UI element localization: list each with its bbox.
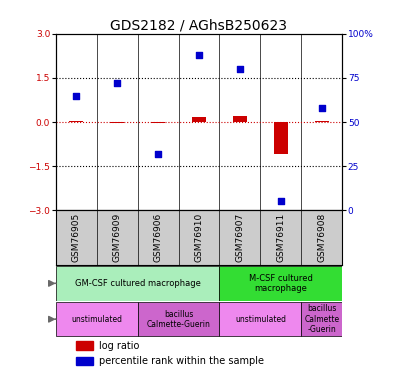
Text: unstimulated: unstimulated — [71, 315, 122, 324]
Point — [114, 80, 120, 86]
Text: GSM76906: GSM76906 — [154, 213, 162, 262]
Bar — [274, 122, 288, 154]
Text: GSM76908: GSM76908 — [317, 213, 326, 262]
Point — [237, 66, 243, 72]
Bar — [56, 302, 138, 336]
Bar — [233, 116, 247, 122]
Text: GSM76911: GSM76911 — [276, 213, 285, 262]
Bar — [76, 341, 93, 350]
Text: M-CSF cultured
macrophage: M-CSF cultured macrophage — [249, 274, 313, 293]
Bar — [138, 302, 219, 336]
Bar — [219, 266, 342, 301]
Point — [319, 105, 325, 111]
Bar — [219, 302, 301, 336]
Bar — [151, 122, 165, 123]
Text: percentile rank within the sample: percentile rank within the sample — [99, 356, 264, 366]
Text: log ratio: log ratio — [99, 340, 139, 351]
Title: GDS2182 / AGhsB250623: GDS2182 / AGhsB250623 — [111, 19, 287, 33]
Point — [278, 198, 284, 204]
Text: GSM76907: GSM76907 — [236, 213, 244, 262]
Point — [155, 151, 161, 157]
Bar — [301, 302, 342, 336]
Bar — [110, 122, 124, 123]
Text: unstimulated: unstimulated — [235, 315, 286, 324]
Bar — [56, 266, 219, 301]
Text: GSM76909: GSM76909 — [113, 213, 122, 262]
Text: GM-CSF cultured macrophage: GM-CSF cultured macrophage — [75, 279, 201, 288]
Text: GSM76910: GSM76910 — [195, 213, 203, 262]
Text: GSM76905: GSM76905 — [72, 213, 81, 262]
Point — [73, 93, 79, 99]
Point — [196, 52, 202, 58]
Bar — [192, 117, 206, 122]
Bar — [76, 357, 93, 365]
Text: bacillus
Calmette
-Guerin: bacillus Calmette -Guerin — [304, 304, 339, 334]
Text: bacillus
Calmette-Guerin: bacillus Calmette-Guerin — [146, 309, 211, 329]
